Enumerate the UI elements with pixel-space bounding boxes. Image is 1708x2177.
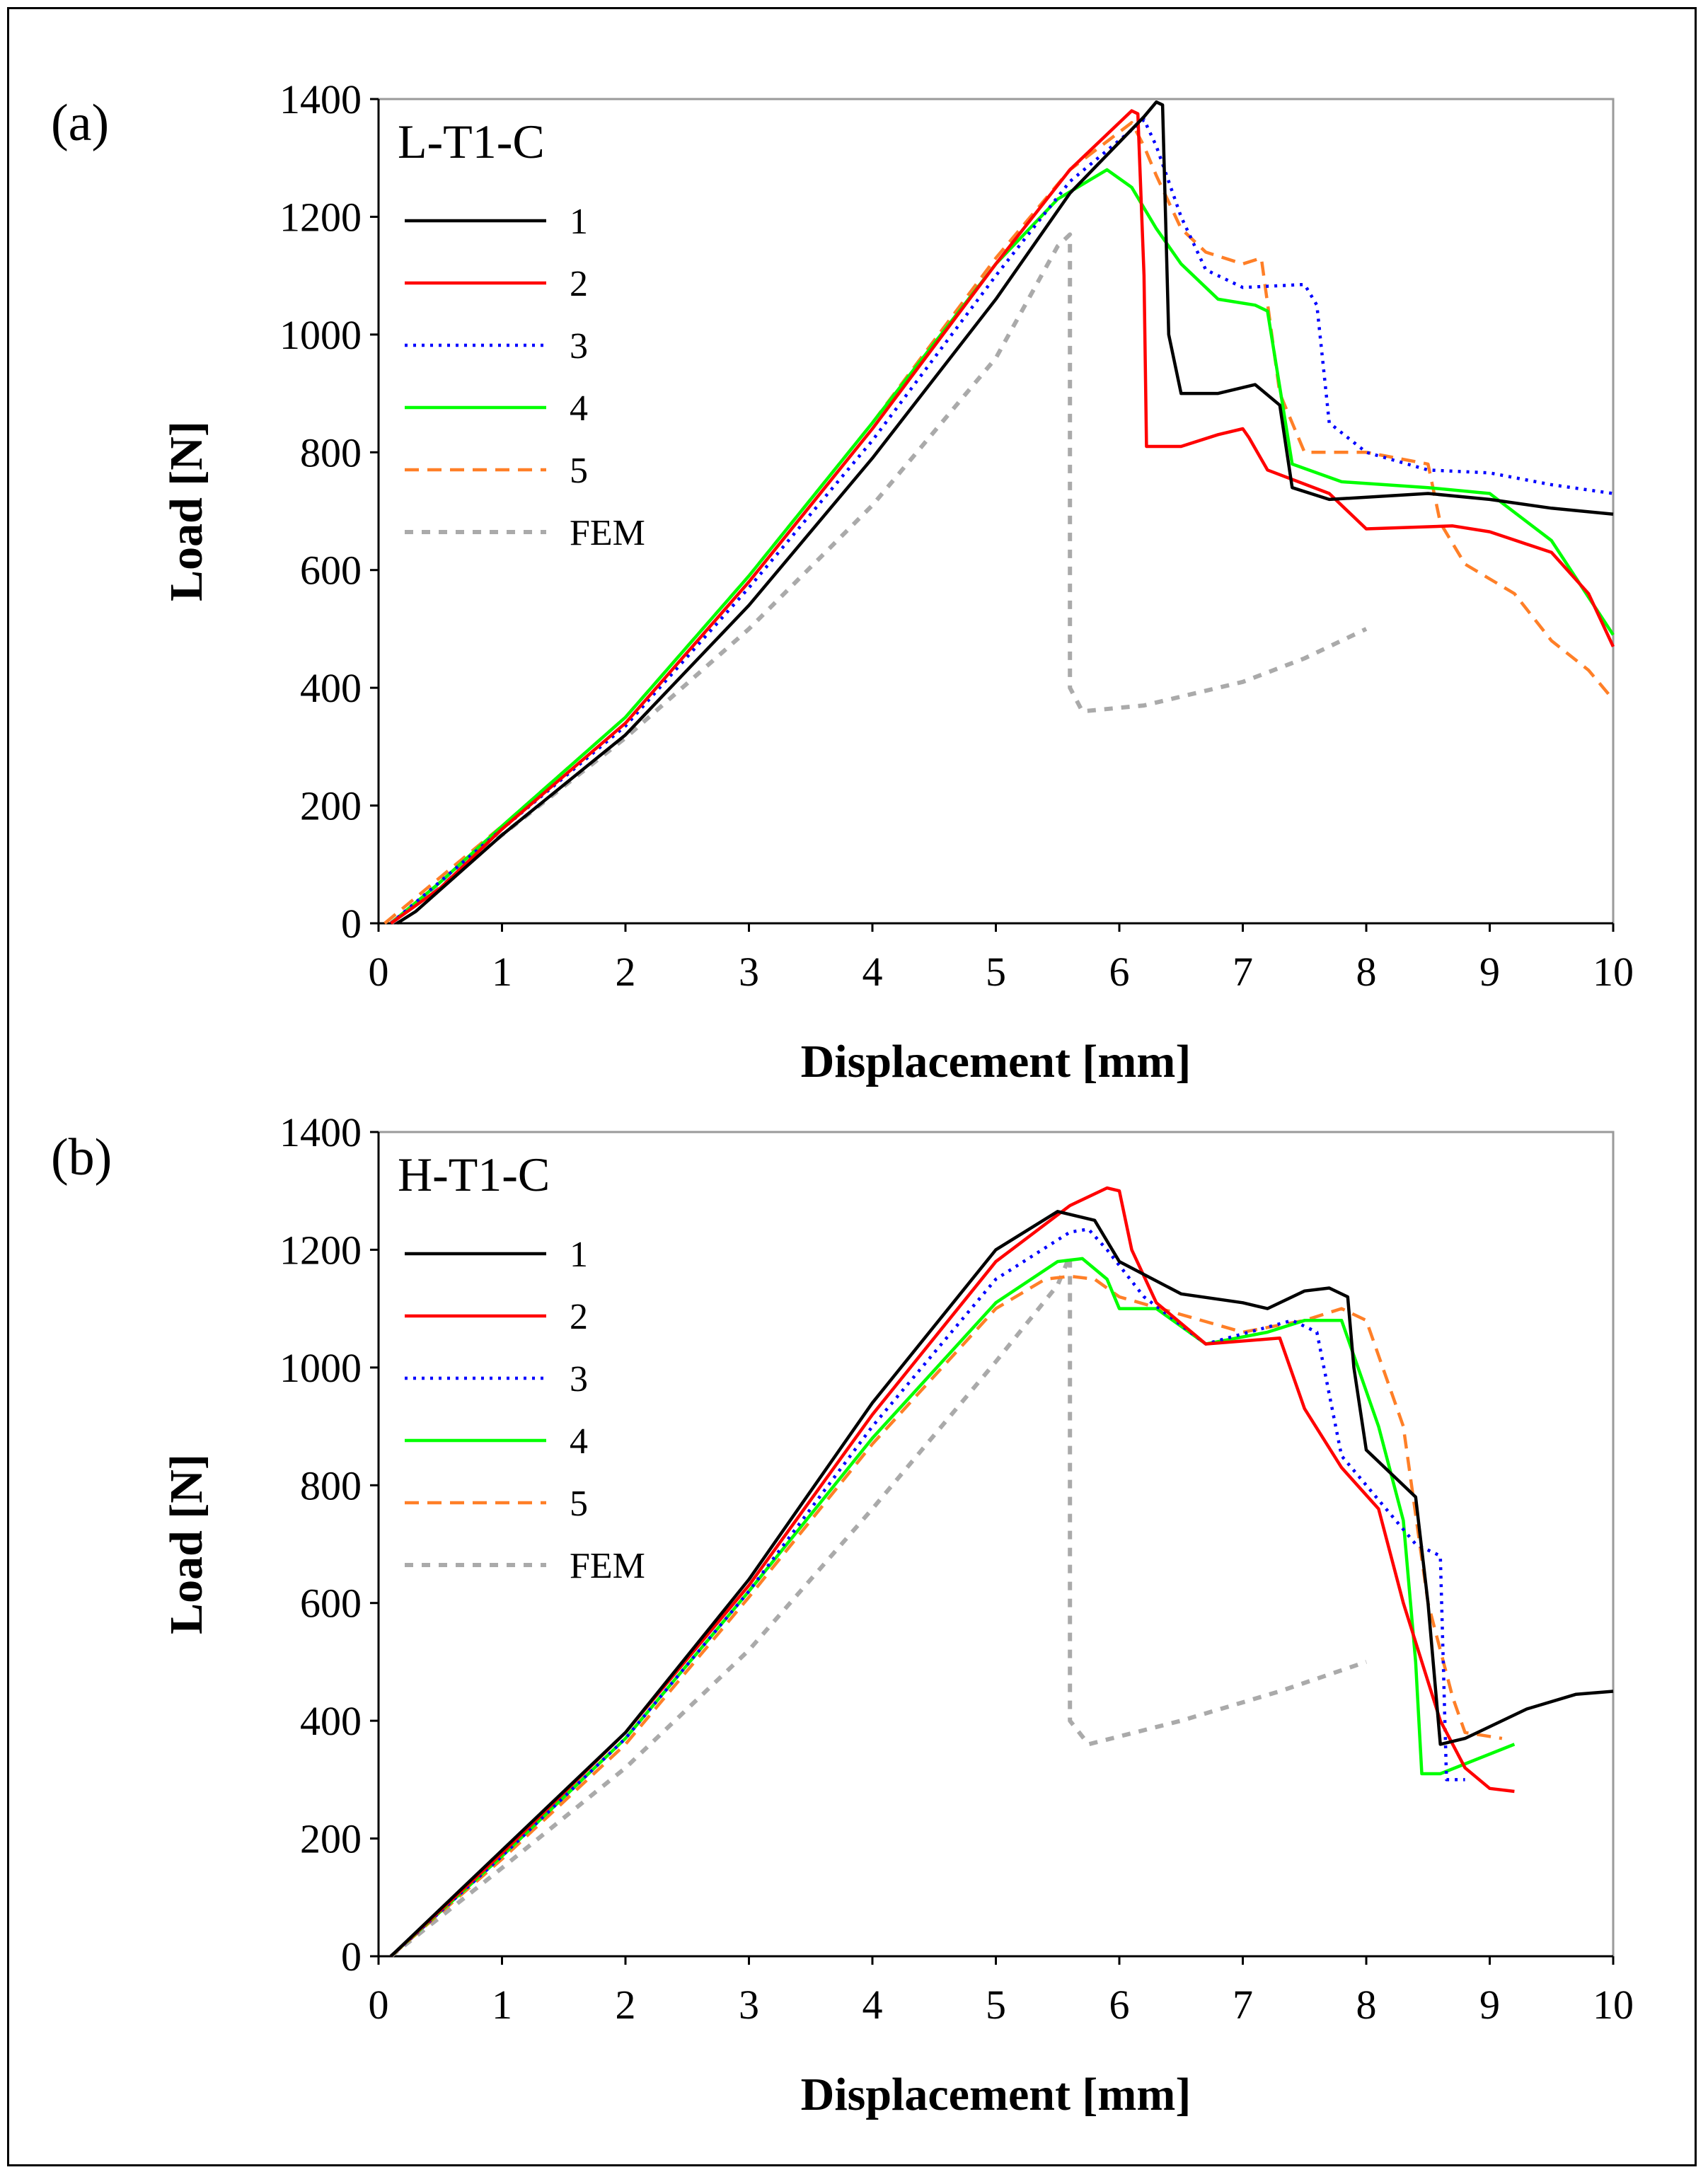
chart-1-series-line-2: [389, 1186, 1515, 1958]
chart-1-y-tick-label: 0: [341, 1934, 362, 1980]
chart-0-y-tick-label: 200: [300, 783, 362, 829]
chart-0-legend-label-4: 4: [570, 388, 588, 429]
chart-0-legend-label-fem: FEM: [570, 513, 645, 553]
chart-0-plot-area: [377, 98, 1615, 925]
chart-0-legend-label-2: 2: [570, 264, 588, 304]
chart-1-x-tick-label: 1: [492, 1982, 512, 2028]
chart-0-x-tick-label: 1: [492, 949, 512, 995]
chart-0-y-tick-label: 800: [300, 429, 362, 475]
chart-1-series-line-fem: [389, 1253, 1367, 1958]
chart-panel-a: (a) 0 200 400 600 800 1000 1200 1400 0 1 2 3 4 5 6 7 8 9 1…: [51, 76, 1634, 1087]
chart-0-x-tick-label: 10: [1593, 949, 1634, 995]
chart-1-x-tick-label: 9: [1479, 1982, 1500, 2028]
chart-1-x-tick-label: 3: [739, 1982, 759, 2028]
chart-panel-b: (b) 0 200 400 600 800 1000 1200 1400 0 1 2 3 4 5 6 7 8 9 1…: [51, 1109, 1634, 2120]
chart-0-series-line-fem: [389, 232, 1368, 925]
chart-0-x-tick-label: 9: [1479, 949, 1500, 995]
panel-label-b: (b): [51, 1128, 112, 1186]
chart-0-series-line-4: [390, 168, 1615, 925]
chart-1-x-tick-label: 6: [1109, 1982, 1130, 2028]
chart-1-y-tick-label: 1000: [279, 1345, 362, 1391]
chart-0-x-tick-label: 6: [1109, 949, 1130, 995]
chart-1-x-tick-label: 2: [616, 1982, 636, 2028]
chart-0-legend-label-1: 1: [570, 202, 588, 242]
chart-0-x-tick-label: 5: [986, 949, 1006, 995]
chart-1-series-line-4: [389, 1257, 1516, 1958]
chart-0-title: L-T1-C: [398, 115, 545, 168]
chart-0-series-line-2: [390, 109, 1615, 925]
chart-0-series-line-1: [396, 100, 1614, 925]
chart-0-y-tick-label: 1400: [279, 76, 362, 122]
panel-label-a: (a): [51, 94, 109, 152]
chart-0-y-axis-label: Load [N]: [161, 421, 212, 601]
chart-0-y-tick-label: 1000: [279, 312, 362, 358]
chart-1-series-line-3: [389, 1228, 1465, 1958]
chart-1-x-tick-label: 4: [862, 1982, 883, 2028]
chart-1-y-tick-label: 1400: [279, 1109, 362, 1155]
chart-0-x-axis-label: Displacement [mm]: [801, 1036, 1191, 1087]
chart-1-legend-label-fem: FEM: [570, 1546, 645, 1586]
chart-1-legend-label-1: 1: [570, 1235, 588, 1275]
chart-0-x-tick-label: 0: [369, 949, 389, 995]
chart-1-y-tick-label: 600: [300, 1581, 362, 1627]
figure-frame: [7, 7, 1697, 2166]
chart-0-series-line-3: [390, 117, 1614, 925]
chart-1-x-tick-label: 10: [1593, 1982, 1634, 2028]
chart-0-x-tick-label: 2: [616, 949, 636, 995]
chart-1-x-tick-label: 7: [1233, 1982, 1253, 2028]
chart-0-x-tick-label: 4: [862, 949, 883, 995]
chart-1-series-line-5: [390, 1274, 1503, 1958]
chart-1-legend-label-4: 4: [570, 1421, 588, 1462]
chart-0-y-tick-label: 1200: [279, 194, 362, 240]
chart-0-legend-label-3: 3: [570, 326, 588, 366]
chart-0-legend-label-5: 5: [570, 451, 588, 491]
chart-1-legend-label-2: 2: [570, 1297, 588, 1337]
chart-1-y-tick-label: 800: [300, 1462, 362, 1508]
chart-1-x-axis-label: Displacement [mm]: [801, 2069, 1191, 2120]
chart-1-y-tick-label: 400: [300, 1698, 362, 1744]
chart-1-plot-area: [377, 1131, 1615, 1958]
chart-0-y-tick-label: 0: [341, 901, 362, 947]
chart-0-x-tick-label: 8: [1356, 949, 1377, 995]
chart-1-series-line-1: [389, 1210, 1614, 1958]
chart-1-y-tick-label: 200: [300, 1816, 362, 1862]
chart-0-x-tick-label: 7: [1233, 949, 1253, 995]
chart-0-y-tick-label: 400: [300, 665, 362, 711]
chart-1-legend-label-3: 3: [570, 1359, 588, 1399]
chart-1-title: H-T1-C: [398, 1148, 550, 1201]
chart-0-y-tick-label: 600: [300, 548, 362, 594]
chart-1-y-axis-label: Load [N]: [161, 1454, 212, 1634]
chart-1-x-tick-label: 8: [1356, 1982, 1377, 2028]
chart-1-x-tick-label: 0: [369, 1982, 389, 2028]
chart-1-y-tick-label: 1200: [279, 1227, 362, 1273]
chart-1-x-tick-label: 5: [986, 1982, 1006, 2028]
chart-0-x-tick-label: 3: [739, 949, 759, 995]
chart-1-legend-label-5: 5: [570, 1484, 588, 1524]
